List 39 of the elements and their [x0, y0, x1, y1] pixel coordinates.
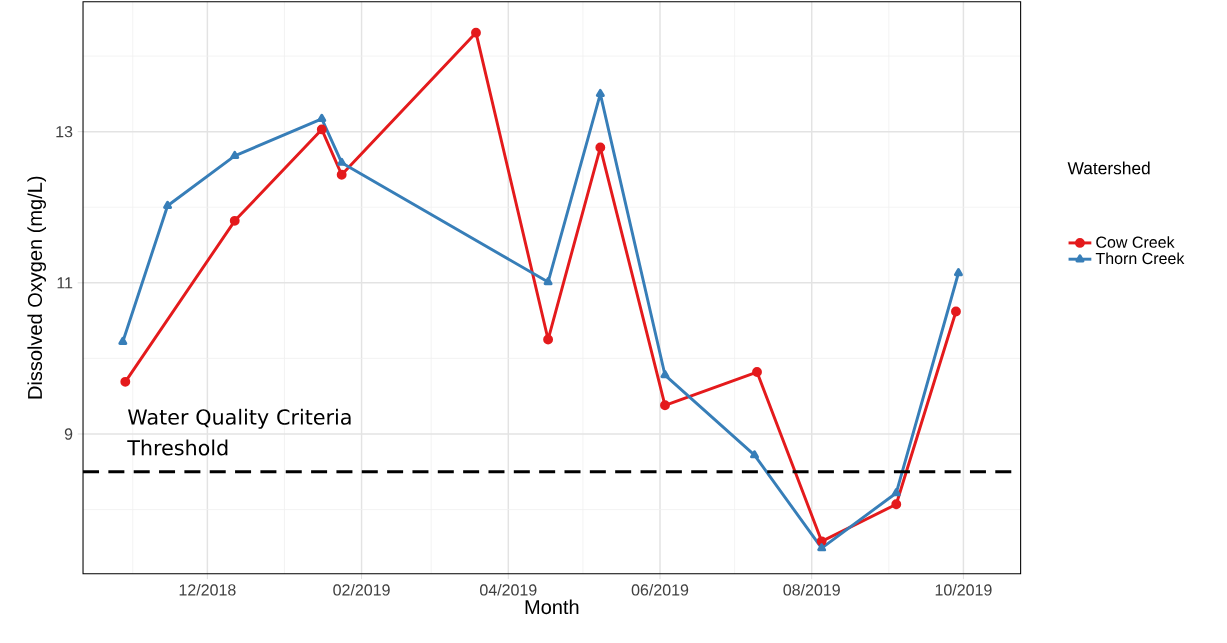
point: [543, 277, 553, 286]
point: [891, 488, 901, 497]
point: [316, 124, 327, 135]
point: [660, 370, 670, 379]
point: [230, 150, 240, 160]
x-tick-label: 10/2019: [935, 583, 992, 596]
y-tick-label: 11: [57, 277, 73, 289]
point: [118, 336, 128, 346]
x-tick-label: 08/2019: [783, 583, 840, 596]
point: [543, 334, 554, 345]
point: [337, 157, 347, 166]
point: [953, 268, 963, 277]
x-tick-label: 02/2019: [333, 583, 390, 596]
point: [471, 27, 481, 38]
x-axis-title: Month: [525, 599, 579, 615]
point: [891, 499, 902, 510]
point: [595, 89, 605, 98]
point: [660, 400, 670, 411]
point: [229, 216, 240, 226]
legend-label: Thorn Creek: [1095, 252, 1185, 265]
point: [120, 376, 131, 387]
point: [163, 200, 173, 210]
y-tick-label: 13: [56, 126, 73, 138]
ref-line-label: Water Quality Criteria Threshold: [127, 408, 351, 456]
point: [951, 306, 961, 317]
point: [317, 113, 327, 123]
point: [816, 536, 827, 547]
point: [750, 450, 759, 459]
x-tick-label: 12/2018: [179, 583, 236, 596]
point: [595, 142, 606, 153]
x-tick-label: 06/2019: [631, 583, 689, 596]
legend-label: Cow Creek: [1096, 236, 1175, 248]
x-tick-label: 04/2019: [480, 583, 537, 596]
point: [752, 367, 762, 378]
legend-title: Watershed: [1067, 161, 1150, 175]
y-axis-title: Dissolved Oxygen (mg/L): [27, 176, 47, 399]
point: [336, 169, 347, 180]
y-tick-label: 9: [64, 428, 73, 440]
point: [817, 543, 827, 552]
